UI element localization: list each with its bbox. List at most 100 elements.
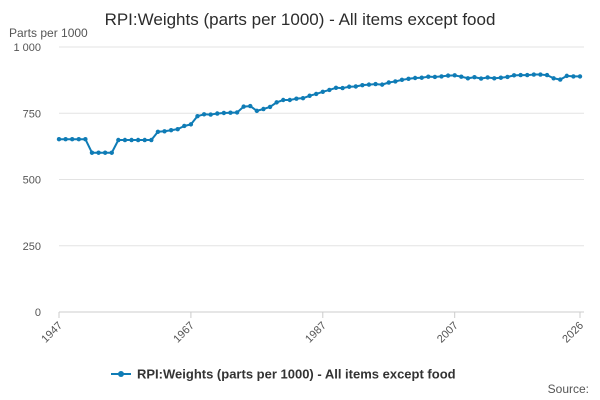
- data-point[interactable]: [201, 112, 207, 117]
- data-point[interactable]: [287, 97, 293, 103]
- data-point[interactable]: [234, 110, 240, 115]
- data-point[interactable]: [511, 73, 517, 78]
- data-point[interactable]: [379, 82, 385, 87]
- data-point[interactable]: [472, 75, 477, 80]
- data-point[interactable]: [248, 103, 253, 109]
- data-point[interactable]: [241, 104, 246, 109]
- data-point[interactable]: [452, 73, 457, 78]
- data-point[interactable]: [538, 72, 543, 77]
- data-point[interactable]: [366, 82, 372, 87]
- data-point[interactable]: [346, 84, 352, 89]
- data-point[interactable]: [551, 76, 556, 81]
- data-point[interactable]: [360, 82, 365, 88]
- data-point[interactable]: [168, 128, 174, 133]
- data-point[interactable]: [129, 137, 134, 143]
- data-point[interactable]: [96, 150, 101, 155]
- data-point[interactable]: [577, 74, 583, 79]
- data-point[interactable]: [558, 77, 563, 82]
- data-point[interactable]: [492, 76, 497, 81]
- legend-marker: [118, 371, 124, 377]
- data-point[interactable]: [485, 75, 490, 80]
- data-point[interactable]: [76, 137, 81, 142]
- x-tick-label: 1947: [39, 320, 65, 346]
- x-tick-label: 1967: [171, 320, 197, 346]
- data-point[interactable]: [333, 85, 339, 91]
- data-point[interactable]: [155, 129, 161, 134]
- data-point[interactable]: [175, 126, 180, 132]
- x-tick-label: 2007: [435, 320, 461, 346]
- data-point[interactable]: [274, 100, 279, 105]
- data-point[interactable]: [531, 72, 537, 77]
- series-line-group: [56, 72, 583, 155]
- legend-label: RPI:Weights (parts per 1000) - All items…: [137, 367, 456, 382]
- data-point[interactable]: [445, 73, 451, 78]
- data-point[interactable]: [373, 81, 378, 87]
- data-point[interactable]: [459, 74, 464, 79]
- y-tick-label: 250: [23, 241, 41, 253]
- x-axis: 1947 1967 1987 2007 2026: [39, 312, 586, 345]
- data-point[interactable]: [69, 137, 75, 142]
- data-point[interactable]: [327, 87, 332, 93]
- data-point[interactable]: [221, 110, 227, 116]
- data-point[interactable]: [314, 91, 319, 97]
- data-point[interactable]: [544, 72, 550, 78]
- data-point[interactable]: [406, 76, 411, 82]
- data-point[interactable]: [498, 75, 504, 80]
- data-point[interactable]: [564, 73, 570, 79]
- chart-title: RPI:Weights (parts per 1000) - All items…: [105, 10, 496, 29]
- y-tick-label: 0: [35, 307, 41, 319]
- data-point[interactable]: [393, 79, 398, 84]
- data-point[interactable]: [412, 75, 418, 81]
- data-point[interactable]: [261, 106, 266, 112]
- data-point[interactable]: [188, 122, 194, 127]
- data-point[interactable]: [182, 123, 187, 129]
- data-point[interactable]: [281, 97, 286, 103]
- source-label: Source:: [548, 382, 589, 396]
- data-point[interactable]: [208, 112, 213, 117]
- data-point[interactable]: [135, 137, 141, 143]
- data-point[interactable]: [116, 137, 121, 143]
- data-point[interactable]: [109, 150, 114, 155]
- y-axis-label: Parts per 1000: [9, 26, 88, 40]
- data-point[interactable]: [83, 137, 88, 142]
- data-point[interactable]: [63, 137, 68, 142]
- data-point[interactable]: [142, 137, 147, 143]
- data-point[interactable]: [89, 150, 95, 155]
- data-point[interactable]: [300, 95, 306, 101]
- data-point[interactable]: [122, 137, 128, 143]
- data-point[interactable]: [518, 72, 523, 78]
- x-tick-label: 1987: [303, 320, 329, 346]
- gridlines: 0 250 500 750 1 000: [13, 42, 584, 319]
- data-point[interactable]: [320, 89, 325, 94]
- data-point[interactable]: [162, 129, 167, 134]
- data-point[interactable]: [505, 74, 510, 80]
- data-point[interactable]: [340, 85, 345, 91]
- data-point[interactable]: [254, 108, 260, 114]
- data-point[interactable]: [525, 72, 530, 78]
- data-point[interactable]: [465, 76, 471, 81]
- data-point[interactable]: [267, 104, 273, 110]
- data-point[interactable]: [195, 113, 200, 119]
- data-point[interactable]: [307, 93, 312, 98]
- data-point[interactable]: [149, 137, 154, 143]
- data-point[interactable]: [294, 96, 299, 101]
- y-tick-label: 1 000: [13, 42, 41, 54]
- y-tick-label: 500: [23, 175, 41, 187]
- data-point[interactable]: [399, 77, 405, 83]
- data-point[interactable]: [215, 111, 220, 116]
- data-point[interactable]: [571, 74, 576, 79]
- data-point[interactable]: [353, 84, 358, 89]
- data-point[interactable]: [419, 75, 424, 80]
- data-point[interactable]: [386, 80, 391, 85]
- data-point[interactable]: [478, 76, 484, 81]
- data-point[interactable]: [228, 110, 233, 115]
- data-point[interactable]: [56, 137, 62, 142]
- data-point[interactable]: [102, 150, 108, 155]
- data-point[interactable]: [439, 74, 444, 79]
- data-point[interactable]: [432, 74, 438, 80]
- x-tick-label: 2026: [560, 320, 586, 346]
- legend[interactable]: RPI:Weights (parts per 1000) - All items…: [111, 367, 456, 382]
- data-point[interactable]: [426, 74, 431, 79]
